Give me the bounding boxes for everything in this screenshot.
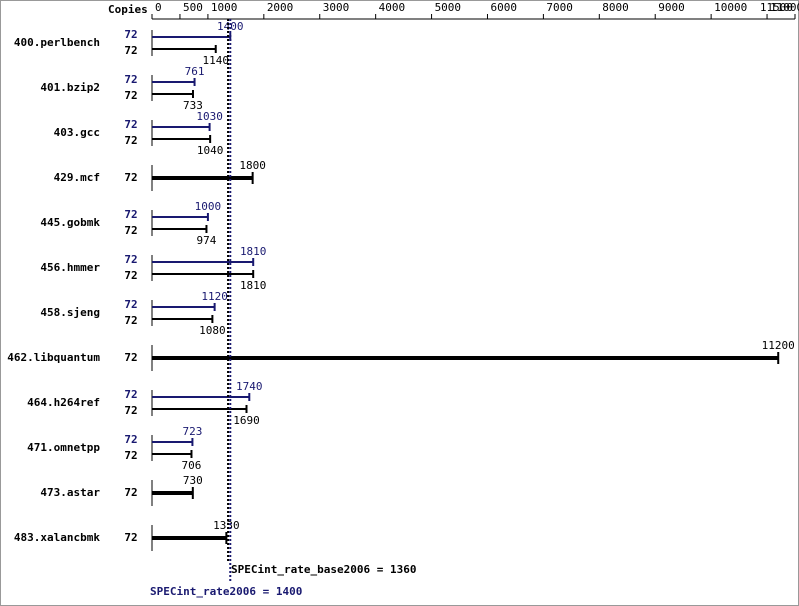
value-label: 761	[185, 65, 205, 78]
benchmark-name: 456.hmmer	[40, 261, 100, 274]
copies-label: 72	[124, 118, 137, 131]
copies-label: 72	[124, 73, 137, 86]
benchmark-name: 473.astar	[40, 486, 100, 499]
copies-label: 72	[124, 208, 137, 221]
benchmark-name: 471.omnetpp	[27, 441, 100, 454]
value-label: 730	[183, 474, 203, 487]
benchmark-name: 458.sjeng	[40, 306, 100, 319]
copies-label: 72	[124, 253, 137, 266]
value-label: 706	[182, 459, 202, 472]
x-tick-label: 0	[155, 1, 162, 14]
x-tick-label: 7000	[546, 1, 573, 14]
value-label: 1330	[213, 519, 240, 532]
value-label: 1140	[202, 54, 229, 67]
copies-label: 72	[124, 388, 137, 401]
value-label: 1400	[217, 20, 244, 33]
x-tick-label: 5000	[435, 1, 462, 14]
benchmark-name: 403.gcc	[54, 126, 100, 139]
value-label: 1030	[196, 110, 223, 123]
copies-label: 72	[124, 298, 137, 311]
x-tick-label: 9000	[658, 1, 685, 14]
copies-label: 72	[124, 44, 137, 57]
copies-label: 72	[124, 269, 137, 282]
benchmark-name: 401.bzip2	[40, 81, 100, 94]
x-tick-label: 11500	[760, 1, 793, 14]
copies-label: 72	[124, 314, 137, 327]
x-tick-label: 6000	[490, 1, 517, 14]
reference-label: SPECint_rate2006 = 1400	[150, 585, 302, 598]
copies-label: 72	[124, 486, 137, 499]
copies-label: 72	[124, 171, 137, 184]
x-tick-label: 8000	[602, 1, 629, 14]
copies-label: 72	[124, 224, 137, 237]
value-label: 1740	[236, 380, 263, 393]
x-tick-label: 500	[183, 1, 203, 14]
copies-header: Copies	[108, 3, 148, 16]
copies-label: 72	[124, 28, 137, 41]
value-label: 1810	[240, 279, 267, 292]
value-label: 723	[182, 425, 202, 438]
value-label: 1800	[239, 159, 266, 172]
copies-label: 72	[124, 449, 137, 462]
value-label: 974	[197, 234, 217, 247]
value-label: 11200	[762, 339, 795, 352]
value-label: 733	[183, 99, 203, 112]
value-label: 1120	[201, 290, 228, 303]
value-label: 1690	[233, 414, 260, 427]
benchmark-name: 464.h264ref	[27, 396, 100, 409]
copies-label: 72	[124, 433, 137, 446]
benchmark-name: 445.gobmk	[40, 216, 100, 229]
x-tick-label: 3000	[323, 1, 350, 14]
x-tick-label: 1000	[211, 1, 238, 14]
x-tick-label: 11000	[770, 1, 799, 14]
copies-label: 72	[124, 531, 137, 544]
value-label: 1040	[197, 144, 224, 157]
benchmark-name: 429.mcf	[54, 171, 100, 184]
value-label: 1810	[240, 245, 267, 258]
x-tick-label: 10000	[714, 1, 747, 14]
value-label: 1000	[195, 200, 222, 213]
value-label: 1080	[199, 324, 226, 337]
reference-label: SPECint_rate_base2006 = 1360	[231, 563, 416, 576]
copies-label: 72	[124, 89, 137, 102]
x-tick-label: 4000	[379, 1, 406, 14]
x-tick-label: 2000	[267, 1, 294, 14]
copies-label: 72	[124, 134, 137, 147]
benchmark-name: 483.xalancbmk	[14, 531, 100, 544]
copies-label: 72	[124, 351, 137, 364]
copies-label: 72	[124, 404, 137, 417]
benchmark-name: 400.perlbench	[14, 36, 100, 49]
benchmark-name: 462.libquantum	[7, 351, 100, 364]
